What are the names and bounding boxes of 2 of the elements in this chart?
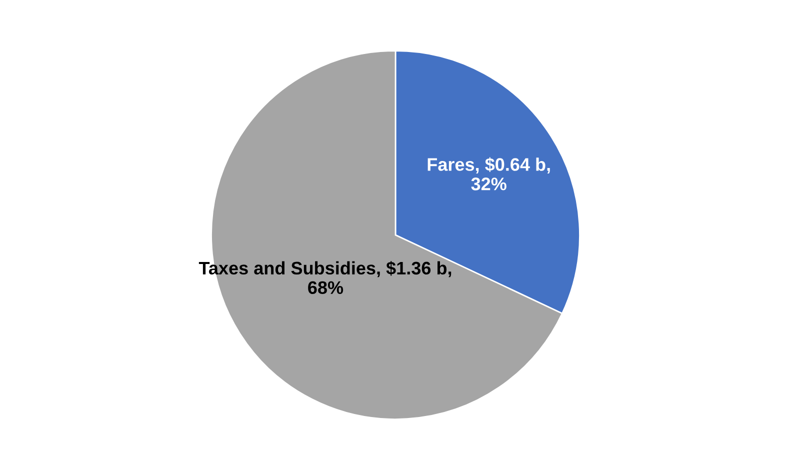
slice-label: Fares, $0.64 b, 32% xyxy=(428,157,550,190)
slice-label: Taxes and Subsidies, $1.36 b, 68% xyxy=(198,260,452,294)
